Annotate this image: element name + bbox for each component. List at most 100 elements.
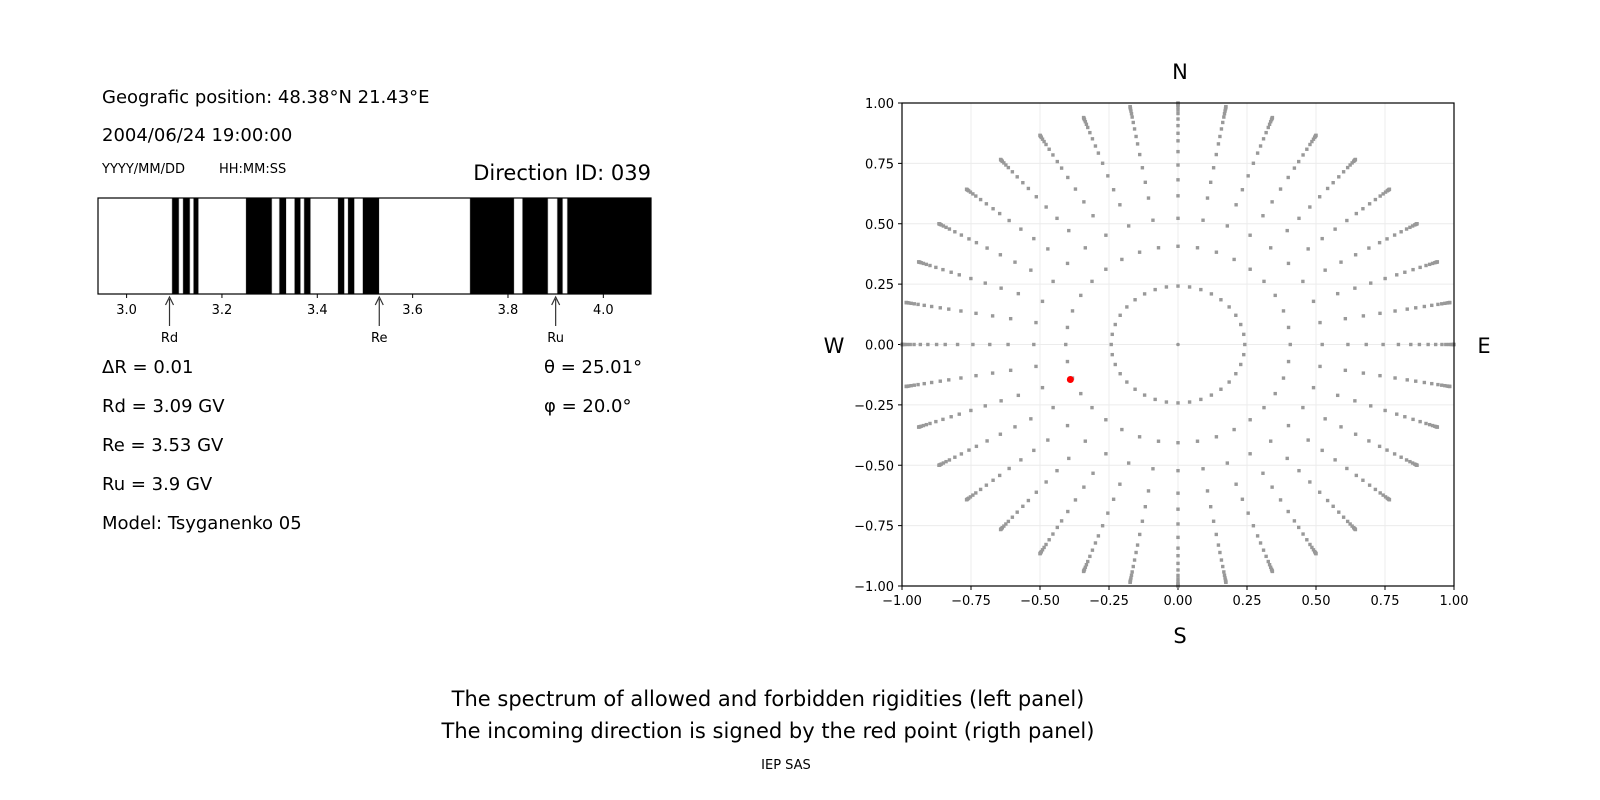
grid-point [916, 425, 921, 429]
grid-point [1120, 427, 1124, 432]
grid-point [1337, 175, 1341, 179]
grid-point [1176, 577, 1180, 581]
grid-point [947, 227, 952, 231]
grid-point [1422, 380, 1427, 385]
grid-point [1019, 458, 1023, 462]
grid-point [1430, 303, 1434, 308]
grid-point [957, 412, 961, 416]
grid-point [1219, 127, 1224, 131]
grid-point [1224, 580, 1228, 585]
grid-point [1029, 268, 1033, 272]
grid-point [1118, 313, 1122, 317]
grid-point [1383, 190, 1388, 194]
grid-point [1417, 342, 1422, 347]
grid-point [955, 342, 960, 347]
grid-point [1093, 541, 1098, 545]
grid-point [1132, 558, 1137, 562]
grid-point [1418, 419, 1422, 424]
grid-point [1153, 287, 1157, 292]
x-tick-label: −0.25 [1089, 594, 1129, 609]
grid-point [1051, 532, 1055, 536]
grid-point [1040, 137, 1045, 141]
grid-point [1214, 250, 1219, 254]
grid-point [1176, 123, 1180, 128]
grid-point [971, 192, 975, 196]
grid-point [1088, 554, 1092, 559]
grid-point [1084, 122, 1089, 127]
grid-point [1404, 227, 1409, 231]
delta-r: ΔR = 0.01 [102, 357, 193, 378]
grid-point [1113, 362, 1117, 367]
grid-point [1140, 519, 1145, 523]
grid-point [1240, 188, 1245, 192]
grid-point [1208, 180, 1213, 184]
grid-point [947, 458, 952, 462]
grid-point [1111, 188, 1116, 192]
grid-point [1051, 279, 1055, 284]
grid-point [1046, 438, 1050, 442]
grid-point [1016, 291, 1021, 296]
grid-point [1015, 510, 1019, 514]
grid-point [1345, 519, 1350, 524]
grid-point [1323, 268, 1327, 272]
grid-point [1448, 384, 1452, 389]
grid-point [1132, 127, 1137, 131]
grid-point [1403, 415, 1407, 419]
grid-point [1090, 548, 1095, 552]
grid-point [1433, 342, 1438, 347]
grid-point [1151, 218, 1155, 222]
grid-point [1440, 383, 1444, 387]
grid-point [978, 197, 983, 202]
grid-point [1261, 137, 1266, 141]
ru-value: Ru = 3.9 GV [102, 474, 213, 495]
grid-point [1266, 125, 1270, 130]
grid-point [967, 237, 971, 241]
grid-point [959, 376, 963, 380]
grid-point [1007, 466, 1011, 471]
grid-point [1393, 376, 1397, 380]
grid-point [953, 455, 957, 459]
grid-point [1225, 461, 1230, 465]
grid-point [1301, 405, 1305, 410]
grid-point [1385, 448, 1389, 452]
grid-point [1333, 458, 1337, 462]
grid-point [1331, 180, 1335, 185]
direction-map: −1.00 −0.75 −0.50 −0.25 0.00 0.25 0.50 0.75 1.00… [854, 97, 1468, 609]
grid-point [1378, 311, 1382, 316]
forbidden-band [278, 197, 287, 295]
grid-point [1286, 509, 1290, 514]
grid-point [1305, 538, 1309, 542]
grid-point [1320, 342, 1324, 347]
grid-point [1138, 532, 1142, 537]
grid-point [941, 417, 945, 422]
grid-point [1044, 480, 1048, 484]
grid-point [1393, 309, 1397, 313]
grid-point [1019, 227, 1023, 231]
grid-point [1051, 405, 1055, 410]
grid-point [1106, 511, 1110, 515]
grid-point [988, 342, 992, 347]
grid-point [1125, 305, 1129, 309]
grid-point [1262, 405, 1266, 410]
grid-point [1348, 163, 1352, 167]
grid-point [1387, 498, 1392, 502]
grid-point [909, 301, 913, 306]
grid-point [1066, 175, 1070, 180]
grid-point [1310, 139, 1314, 144]
grid-point [1427, 262, 1432, 267]
x-tick-label: 3.0 [116, 303, 137, 318]
grid-point [1234, 372, 1238, 376]
grid-point [999, 399, 1003, 403]
grid-point [1411, 417, 1415, 422]
grid-point [1176, 149, 1180, 154]
rd-value: Rd = 3.09 GV [102, 396, 225, 417]
grid-point [1314, 133, 1318, 138]
grid-point [1010, 170, 1015, 174]
grid-point [1195, 439, 1200, 443]
grid-point [1261, 548, 1266, 552]
grid-point [1079, 293, 1083, 298]
plot-frame [901, 102, 1455, 587]
grid-point [1426, 342, 1430, 347]
grid-point [949, 270, 953, 274]
grid-point [1118, 203, 1122, 207]
